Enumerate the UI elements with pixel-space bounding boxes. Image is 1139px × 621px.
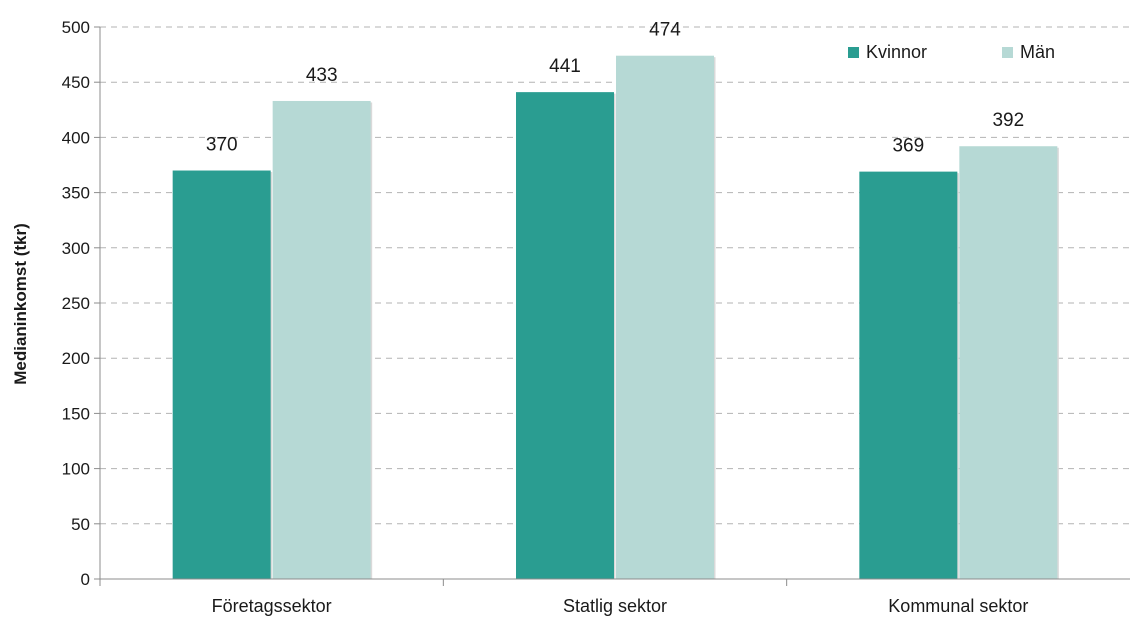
bar-kvinnor xyxy=(859,171,958,579)
y-tick-label: 200 xyxy=(62,349,90,368)
x-axis: Företagssektor Statlig sektor Kommunal sek… xyxy=(99,578,1130,616)
y-axis-label: Medianinkomst (tkr) xyxy=(11,223,30,385)
y-tick-label: 150 xyxy=(62,404,90,423)
y-axis-ticks: 0 50 100 150 200 250 300 350 400 450 500 xyxy=(62,18,101,589)
data-label: 369 xyxy=(892,136,924,157)
x-tick-label: Statlig sektor xyxy=(563,596,667,616)
y-tick-label: 500 xyxy=(62,18,90,37)
y-tick-label: 100 xyxy=(62,460,90,479)
bar-män xyxy=(616,55,714,580)
data-label: 433 xyxy=(306,65,338,86)
legend-swatch xyxy=(848,47,859,58)
legend-label: Män xyxy=(1020,42,1055,62)
bar-män xyxy=(959,146,1058,579)
y-tick-label: 350 xyxy=(62,184,90,203)
legend: Kvinnor Män xyxy=(848,42,1055,62)
y-tick-label: 0 xyxy=(81,570,90,589)
data-label: 392 xyxy=(992,110,1024,131)
legend-swatch xyxy=(1002,47,1013,58)
bars xyxy=(172,55,1059,580)
data-labels: 370 433 441 474 369 392 xyxy=(206,20,1024,157)
y-tick-label: 450 xyxy=(62,73,90,92)
y-tick-label: 300 xyxy=(62,239,90,258)
x-tick-label: Företagssektor xyxy=(212,596,332,616)
x-tick-label: Kommunal sektor xyxy=(888,596,1028,616)
y-tick-label: 400 xyxy=(62,128,90,147)
data-label: 441 xyxy=(549,56,581,77)
bar-kvinnor xyxy=(516,92,614,580)
bar-män xyxy=(272,100,371,579)
legend-label: Kvinnor xyxy=(866,42,927,62)
data-label: 370 xyxy=(206,135,238,156)
bar-kvinnor xyxy=(172,170,271,579)
y-tick-label: 50 xyxy=(71,515,90,534)
data-label: 474 xyxy=(649,20,681,41)
y-tick-label: 250 xyxy=(62,294,90,313)
